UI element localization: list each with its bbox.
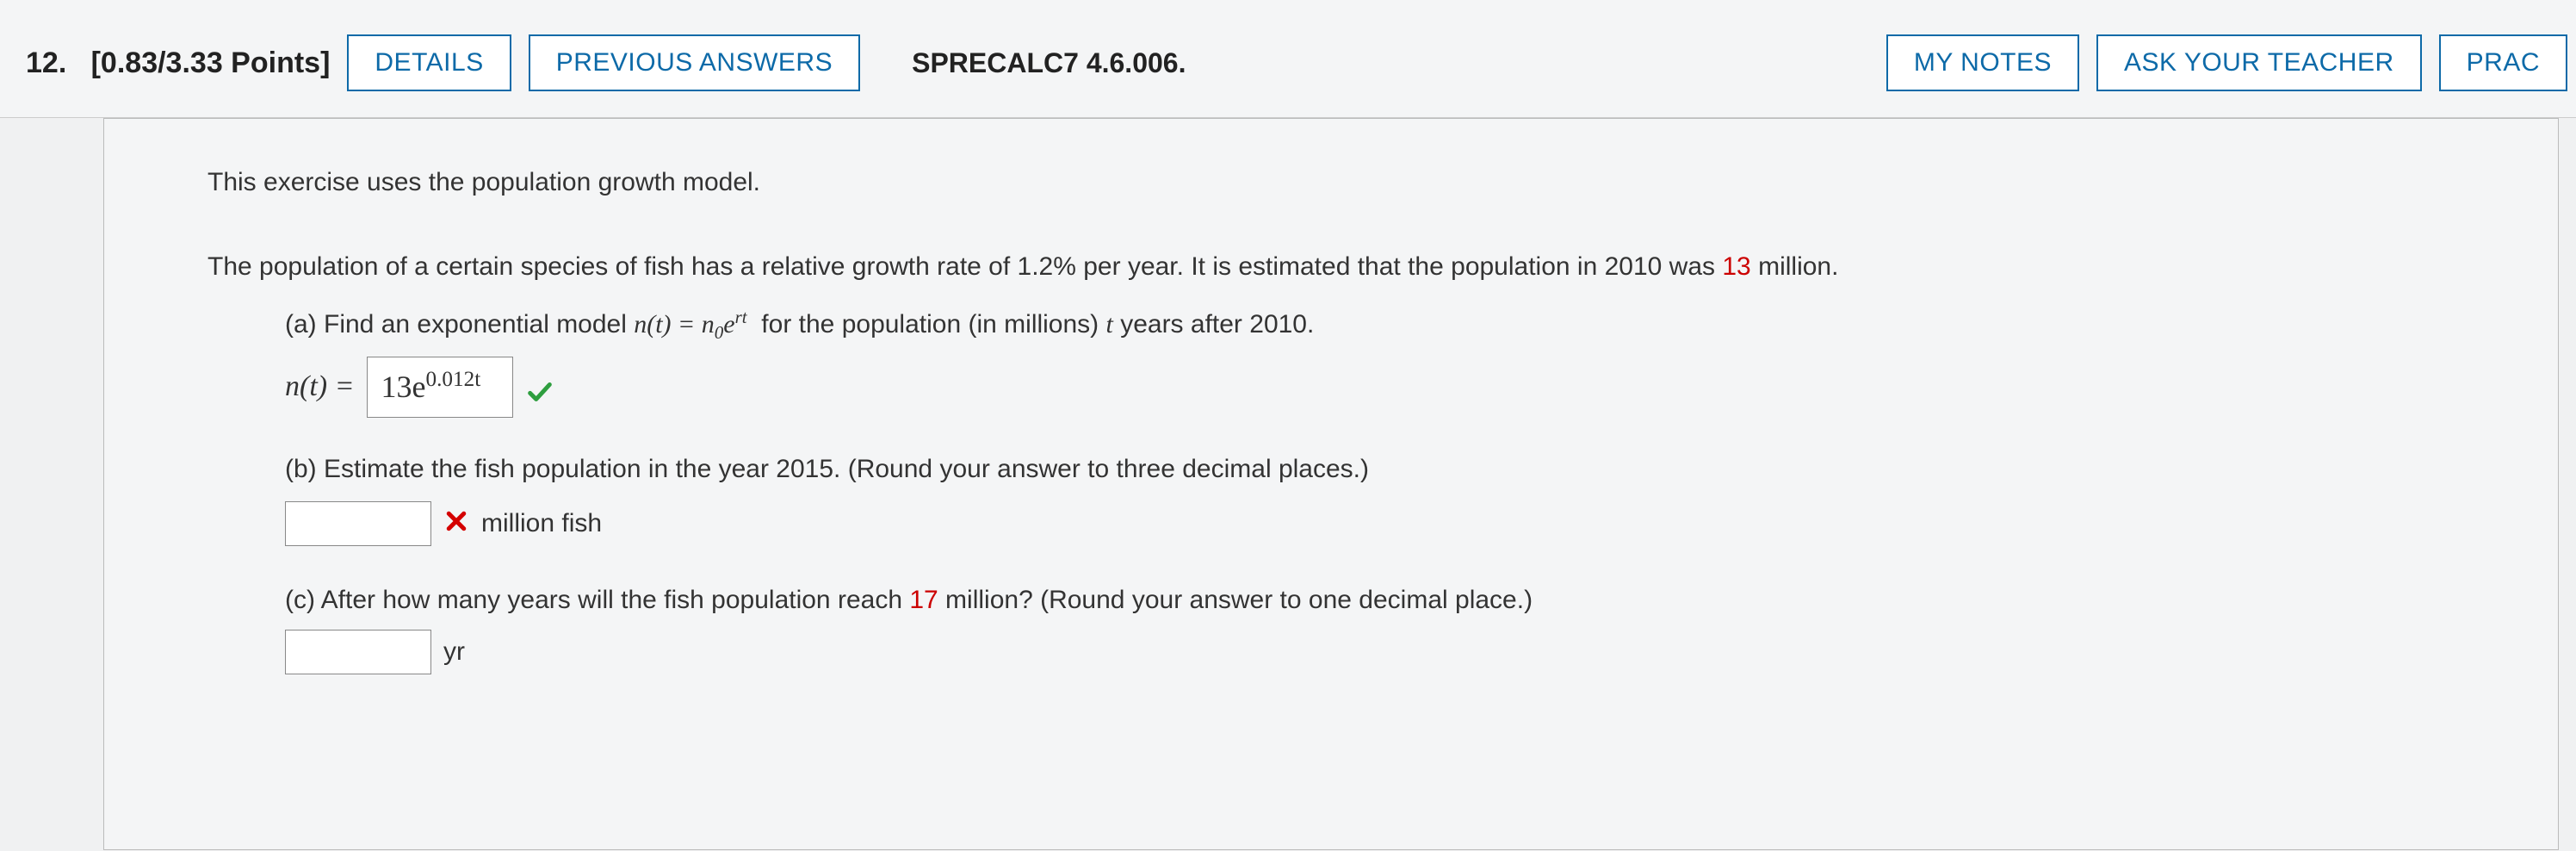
part-b-answer-line: million fish [285,499,2558,549]
part-c-pre: (c) After how many years will the fish p… [285,586,909,614]
part-b: (b) Estimate the fish population in the … [285,449,2558,549]
part-c-unit: yr [443,631,465,673]
part-a-lhs: n(t) = [285,363,355,410]
part-c: (c) After how many years will the fish p… [285,580,2558,674]
question-number: 12. [26,47,66,79]
part-a-text: (a) Find an exponential model n(t) = n0e… [285,303,2558,348]
part-b-unit: million fish [481,503,602,544]
part-c-post: million? (Round your answer to one decim… [938,586,1533,614]
part-a-answer-line: n(t) = 13e0.012t [285,357,2558,419]
points-display: [0.83/3.33 Points] [91,47,331,79]
problem-text-pre: The population of a certain species of f… [207,252,1722,281]
intro-text: This exercise uses the population growth… [207,162,2558,203]
part-a: (a) Find an exponential model n(t) = n0e… [285,303,2558,418]
previous-answers-button[interactable]: PREVIOUS ANSWERS [529,34,860,91]
cross-icon [443,499,469,549]
problem-text-post: million. [1751,252,1839,281]
question-number-points: 12. [0.83/3.33 Points] [26,47,330,80]
question-body: This exercise uses the population growth… [103,118,2559,850]
problem-statement: The population of a certain species of f… [207,246,2558,288]
reference-code: SPRECALC7 4.6.006. [912,47,1186,79]
part-b-answer-input[interactable] [285,501,431,546]
check-icon [525,368,554,423]
question-header: 12. [0.83/3.33 Points] DETAILS PREVIOUS … [0,0,2576,118]
part-c-answer-line: yr [285,630,2558,674]
ask-your-teacher-button[interactable]: ASK YOUR TEACHER [2096,34,2422,91]
part-c-text: (c) After how many years will the fish p… [285,580,2558,621]
part-b-text: (b) Estimate the fish population in the … [285,449,2558,490]
part-a-post: for the population (in millions) t years… [747,310,1315,339]
part-a-pre: (a) Find an exponential model [285,310,634,339]
part-a-answer-input[interactable]: 13e0.012t [367,357,513,419]
part-c-red: 17 [909,586,938,614]
part-c-answer-input[interactable] [285,630,431,674]
problem-value-red: 13 [1722,252,1750,281]
part-a-formula: n(t) = n0ert [634,310,746,339]
my-notes-button[interactable]: MY NOTES [1886,34,2079,91]
practice-another-button[interactable]: PRAC [2439,34,2567,91]
details-button[interactable]: DETAILS [347,34,511,91]
